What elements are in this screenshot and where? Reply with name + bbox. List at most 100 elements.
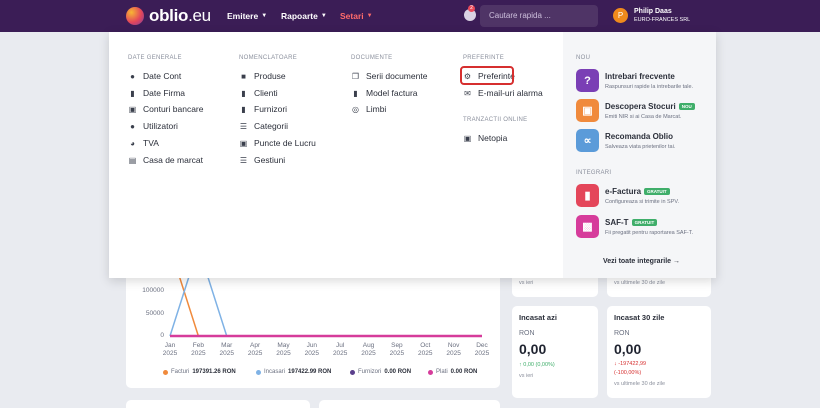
menu-gestiuni[interactable]: ☰ Gestiuni xyxy=(239,155,286,165)
user-name[interactable]: Philip Daas xyxy=(634,8,672,15)
search-input[interactable]: Cautare rapida ... xyxy=(480,5,598,27)
logo-text: oblio.eu xyxy=(149,6,211,25)
notifications-icon[interactable] xyxy=(464,9,476,21)
free-tag: GRATUIT xyxy=(631,219,658,226)
menu-netopia[interactable]: ▣ Netopia xyxy=(463,133,508,143)
y-tick-label: 50000 xyxy=(145,309,164,317)
legend-dot xyxy=(163,369,168,375)
share-icon: ∝ xyxy=(576,129,599,152)
side-title: SAF-T GRATUIT xyxy=(605,218,693,227)
avatar[interactable]: P xyxy=(613,8,628,23)
menu-furnizori[interactable]: ▮ Furnizori xyxy=(239,104,287,114)
section-heading: NOU xyxy=(576,55,591,61)
card-icon: ▣ xyxy=(463,133,472,143)
menu-email-alarma[interactable]: ✉ E-mail-uri alarma xyxy=(464,88,543,98)
menu-tva[interactable]: ◕ TVA xyxy=(128,138,159,148)
legend-total: 0.00 RON xyxy=(450,369,478,375)
menu-model-factura[interactable]: ▮ Model factura xyxy=(351,88,417,98)
side-item-intrebari[interactable]: ? Intrebari frecvente Raspunsuri rapide l… xyxy=(576,69,693,92)
legend-item[interactable]: Incasari 197422.99 RON xyxy=(256,369,331,375)
bottom-card xyxy=(126,400,310,408)
document-icon: ▮ xyxy=(130,88,135,98)
supplier-icon: ▮ xyxy=(241,104,246,114)
app-logo[interactable]: oblio.eu xyxy=(126,6,211,26)
menu-utilizatori[interactable]: ● Utilizatori xyxy=(128,121,178,131)
x-tick-label: Jul 2025 xyxy=(332,342,348,357)
x-tick-label: Sep 2025 xyxy=(389,342,405,357)
bank-icon: ▣ xyxy=(128,104,137,114)
side-desc: Salveaza viata prietenilor tai. xyxy=(605,144,676,150)
notification-badge: 2 xyxy=(468,5,475,12)
bottom-card xyxy=(319,400,500,408)
legend-label: Plati xyxy=(436,369,448,375)
menu-date-firma[interactable]: ▮ Date Firma xyxy=(128,88,185,98)
chevron-down-icon: ▼ xyxy=(320,13,327,19)
trash-doc-icon: ▮ xyxy=(576,184,599,207)
side-desc: Raspunsuri rapide la intrebarile tale. xyxy=(605,84,694,90)
menu-clienti[interactable]: ▮ Clienti xyxy=(239,88,277,98)
boxes-icon: ▣ xyxy=(576,99,599,122)
globe-icon: ◎ xyxy=(352,104,359,114)
stat-title: Incasat 30 zile xyxy=(614,313,665,322)
section-heading: DATE GENERALE xyxy=(128,55,182,61)
see-all-integrations-link[interactable]: Vezi toate integrarile → xyxy=(603,258,681,265)
free-tag: GRATUIT xyxy=(644,188,670,195)
menu-categorii[interactable]: ☰ Categorii xyxy=(239,121,289,131)
envelope-icon: ✉ xyxy=(464,88,471,98)
section-heading: INTEGRARI xyxy=(576,170,612,176)
stat-unit: RON xyxy=(519,330,535,337)
x-tick-label: Nov 2025 xyxy=(446,342,461,357)
building-icon: ▣ xyxy=(239,138,248,148)
menu-produse[interactable]: ■ Produse xyxy=(239,71,286,81)
legend-dot xyxy=(256,369,261,375)
x-tick-label: Jan 2025 xyxy=(162,342,178,357)
menu-preferinte[interactable]: ⚙ Preferinte xyxy=(463,71,515,81)
section-heading: TRANZACTII ONLINE xyxy=(463,117,528,123)
side-item-saft[interactable]: ▩ SAF-T GRATUIT Fii pregatit pentru raport… xyxy=(576,215,693,238)
legend-total: 197391.26 RON xyxy=(192,369,236,375)
section-heading: DOCUMENTE xyxy=(351,55,393,61)
chevron-down-icon: ▼ xyxy=(261,13,268,19)
legend-item[interactable]: Furnizori 0.00 RON xyxy=(350,369,411,375)
stat-card-incasat-30 xyxy=(607,306,711,398)
user-icon: ● xyxy=(130,71,135,81)
legend-label: Furnizori xyxy=(358,369,382,375)
nav-emitere[interactable]: Emitere ▼ xyxy=(227,11,268,21)
legend-item[interactable]: Facturi 197391.26 RON xyxy=(163,369,236,375)
y-tick-label: 0 xyxy=(160,332,164,339)
nav-rapoarte[interactable]: Rapoarte ▼ xyxy=(281,11,327,21)
stat-change: ↓ -197422,99 xyxy=(614,361,647,367)
x-tick-label: Mar 2025 xyxy=(219,342,234,357)
menu-conturi-bancare[interactable]: ▣ Conturi bancare xyxy=(128,104,204,114)
side-title: Descopera Stocuri NOU xyxy=(605,102,695,111)
side-item-efactura[interactable]: ▮ e-Factura GRATUIT Configureaza si trimit… xyxy=(576,184,679,207)
stat-change: ↑ 0,00 (0,00%) xyxy=(519,362,555,368)
new-tag: NOU xyxy=(678,103,695,110)
chevron-down-icon: ▼ xyxy=(366,13,373,19)
grid-icon: ▩ xyxy=(576,215,599,238)
y-tick-label: 100000 xyxy=(142,287,164,294)
stat-unit: RON xyxy=(614,330,630,337)
menu-limbi[interactable]: ◎ Limbi xyxy=(352,104,387,114)
menu-puncte-de-lucru[interactable]: ▣ Puncte de Lucru xyxy=(239,138,316,148)
side-item-stocuri[interactable]: ▣ Descopera Stocuri NOU Emiti NIR si ai Ca… xyxy=(576,99,695,122)
pie-chart-icon: ◕ xyxy=(130,138,135,148)
x-tick-label: Feb 2025 xyxy=(191,342,206,357)
copy-icon: ❐ xyxy=(351,71,360,81)
nav-setari[interactable]: Setari ▼ xyxy=(340,11,373,21)
stat-sub: vs ultimele 30 de zile xyxy=(614,381,666,387)
stat-sub: vs ieri xyxy=(519,280,534,286)
legend-item[interactable]: Plati 0.00 RON xyxy=(428,369,477,375)
oblio-logo-icon xyxy=(126,7,144,25)
menu-date-cont[interactable]: ● Date Cont xyxy=(128,71,181,81)
invoice-icon: ▮ xyxy=(353,88,358,98)
cash-register-icon: ▤ xyxy=(128,155,137,165)
menu-serii-documente[interactable]: ❐ Serii documente xyxy=(351,71,428,81)
side-title: Recomanda Oblio xyxy=(605,132,674,141)
side-desc: Emiti NIR si ai Casa de Marcat. xyxy=(605,114,682,120)
side-item-recomanda[interactable]: ∝ Recomanda Oblio Salveaza viata prieteni… xyxy=(576,129,675,152)
section-heading: PREFERINTE xyxy=(463,55,505,61)
stat-value: 0,00 xyxy=(614,341,642,357)
gear-icon: ⚙ xyxy=(463,71,472,81)
menu-casa-de-marcat[interactable]: ▤ Casa de marcat xyxy=(128,155,203,165)
